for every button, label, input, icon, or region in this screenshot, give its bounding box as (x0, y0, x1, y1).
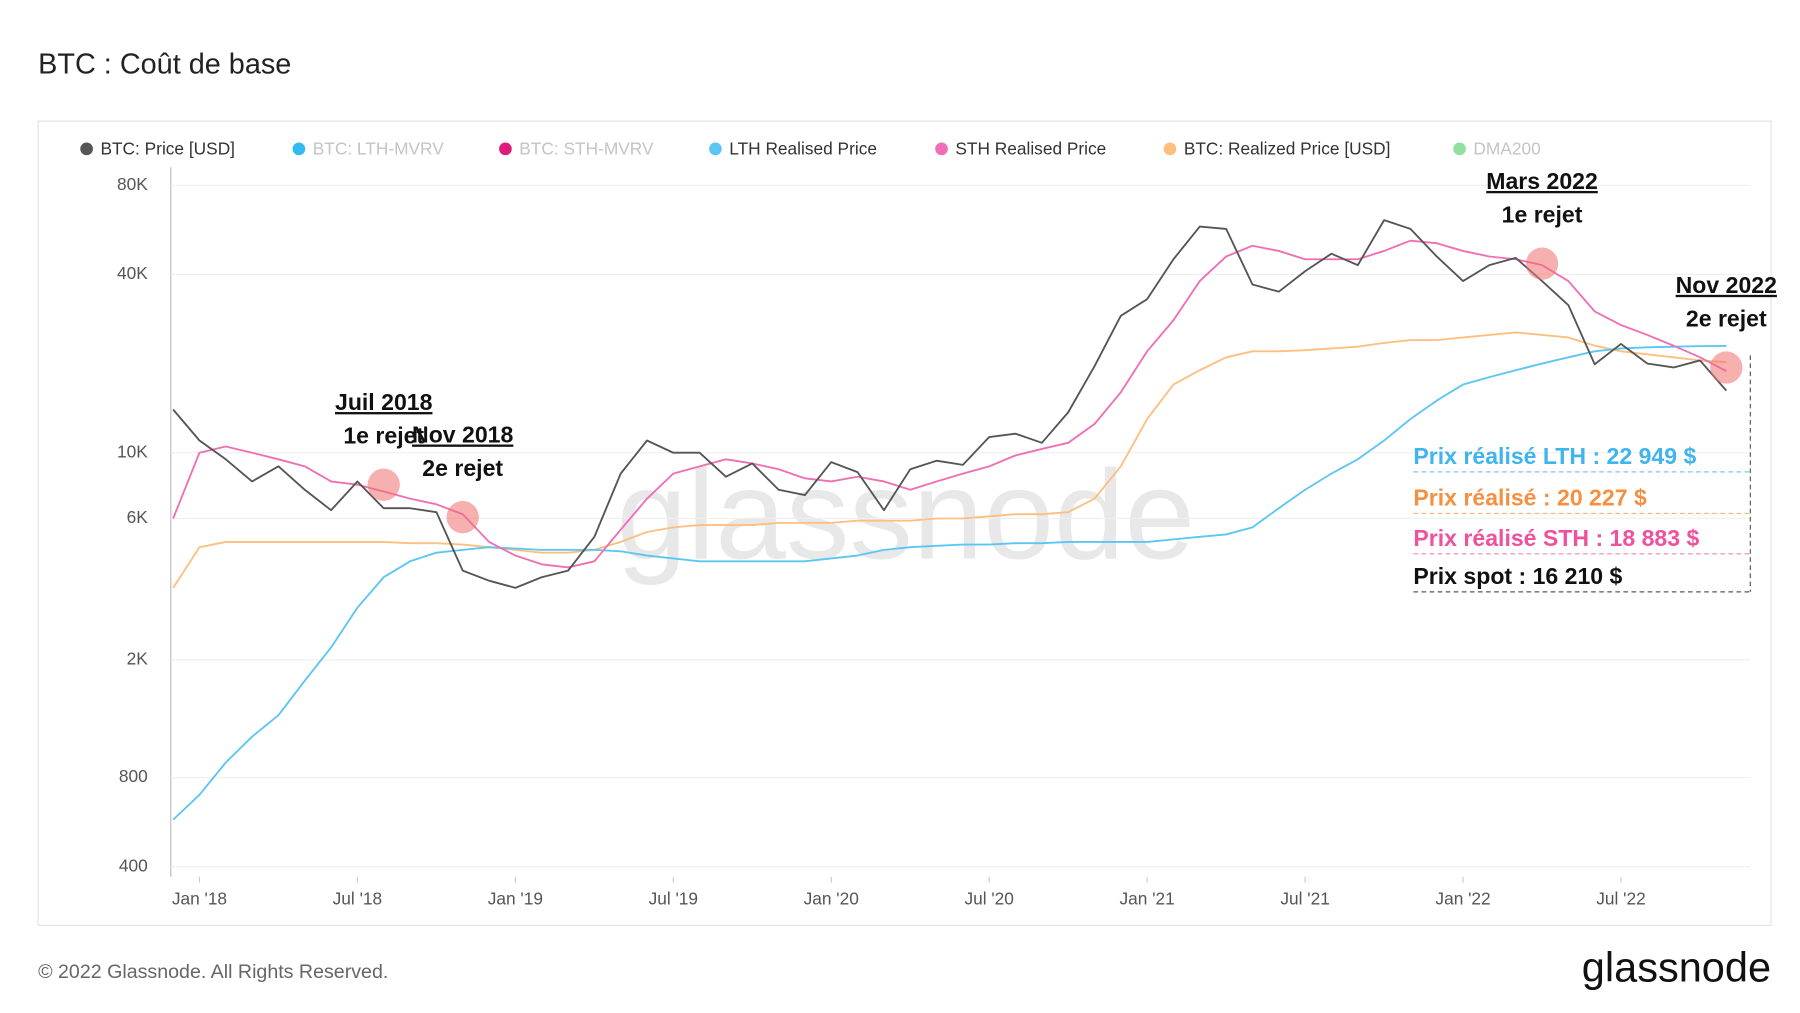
legend-swatch (292, 142, 306, 156)
legend-swatch (499, 142, 512, 156)
price-label: Prix réalisé : 20 227 $ (1413, 485, 1647, 511)
x-tick-label: Jul '18 (333, 888, 382, 908)
series-line (172, 239, 1727, 569)
x-tick-label: Jul '20 (964, 888, 1013, 908)
annotation-title: Juil 2018 (335, 389, 433, 415)
annotation-marker (367, 468, 400, 501)
legend-label: LTH Realised Price (729, 139, 877, 159)
annotation-title: Mars 2022 (1486, 168, 1598, 194)
y-tick-label: 800 (119, 766, 148, 786)
x-tick-label: Jan '20 (804, 888, 859, 908)
annotation-text: 2e rejet (1686, 305, 1767, 331)
annotation-marker (1710, 351, 1743, 384)
legend-swatch (1453, 142, 1466, 156)
x-tick-label: Jul '19 (649, 888, 698, 908)
y-tick-label: 2K (127, 648, 149, 668)
annotation-text: 1e rejet (343, 423, 424, 449)
legend-swatch (80, 142, 93, 156)
legend-label: BTC: STH-MVRV (519, 139, 654, 159)
legend-label: BTC: Realized Price [USD] (1184, 139, 1391, 159)
legend-swatch (709, 142, 722, 156)
legend-label: STH Realised Price (955, 139, 1106, 159)
legend-swatch (935, 142, 948, 156)
footer: © 2022 Glassnode. All Rights Reserved. (38, 961, 388, 983)
logo: glassnode (1582, 943, 1771, 990)
y-tick-label: 80K (117, 174, 148, 194)
annotation-title: Nov 2022 (1676, 272, 1777, 298)
y-tick-label: 6K (127, 507, 149, 527)
annotation-title: Nov 2018 (412, 422, 513, 448)
series-line (172, 331, 1727, 589)
annotation-text: 1e rejet (1502, 201, 1583, 227)
price-label: Prix réalisé LTH : 22 949 $ (1413, 443, 1696, 469)
x-tick-label: Jul '21 (1280, 888, 1329, 908)
price-label: Prix réalisé STH : 18 883 $ (1413, 525, 1699, 551)
legend-label: BTC: LTH-MVRV (313, 139, 444, 159)
series-line (172, 219, 1728, 589)
x-tick-label: Jan '21 (1120, 888, 1175, 908)
chart-frame (37, 120, 1772, 926)
annotation-marker (1525, 247, 1559, 280)
x-tick-label: Jan '22 (1435, 888, 1490, 908)
x-tick-label: Jan '19 (488, 888, 543, 908)
x-tick-label: Jan '18 (172, 888, 227, 908)
legend-label: BTC: Price [USD] (100, 139, 235, 159)
legend-label: DMA200 (1473, 139, 1540, 159)
y-tick-label: 400 (119, 855, 148, 875)
series-line (172, 344, 1727, 821)
annotation-marker (446, 501, 479, 534)
price-label: Prix spot : 16 210 $ (1413, 563, 1622, 589)
chart-title: BTC : Coût de base (38, 48, 291, 80)
y-tick-label: 10K (117, 441, 148, 461)
legend-swatch (1163, 142, 1177, 156)
y-tick-label: 40K (117, 263, 148, 283)
annotation-text: 2e rejet (422, 455, 503, 481)
x-tick-label: Jul '22 (1596, 888, 1645, 908)
